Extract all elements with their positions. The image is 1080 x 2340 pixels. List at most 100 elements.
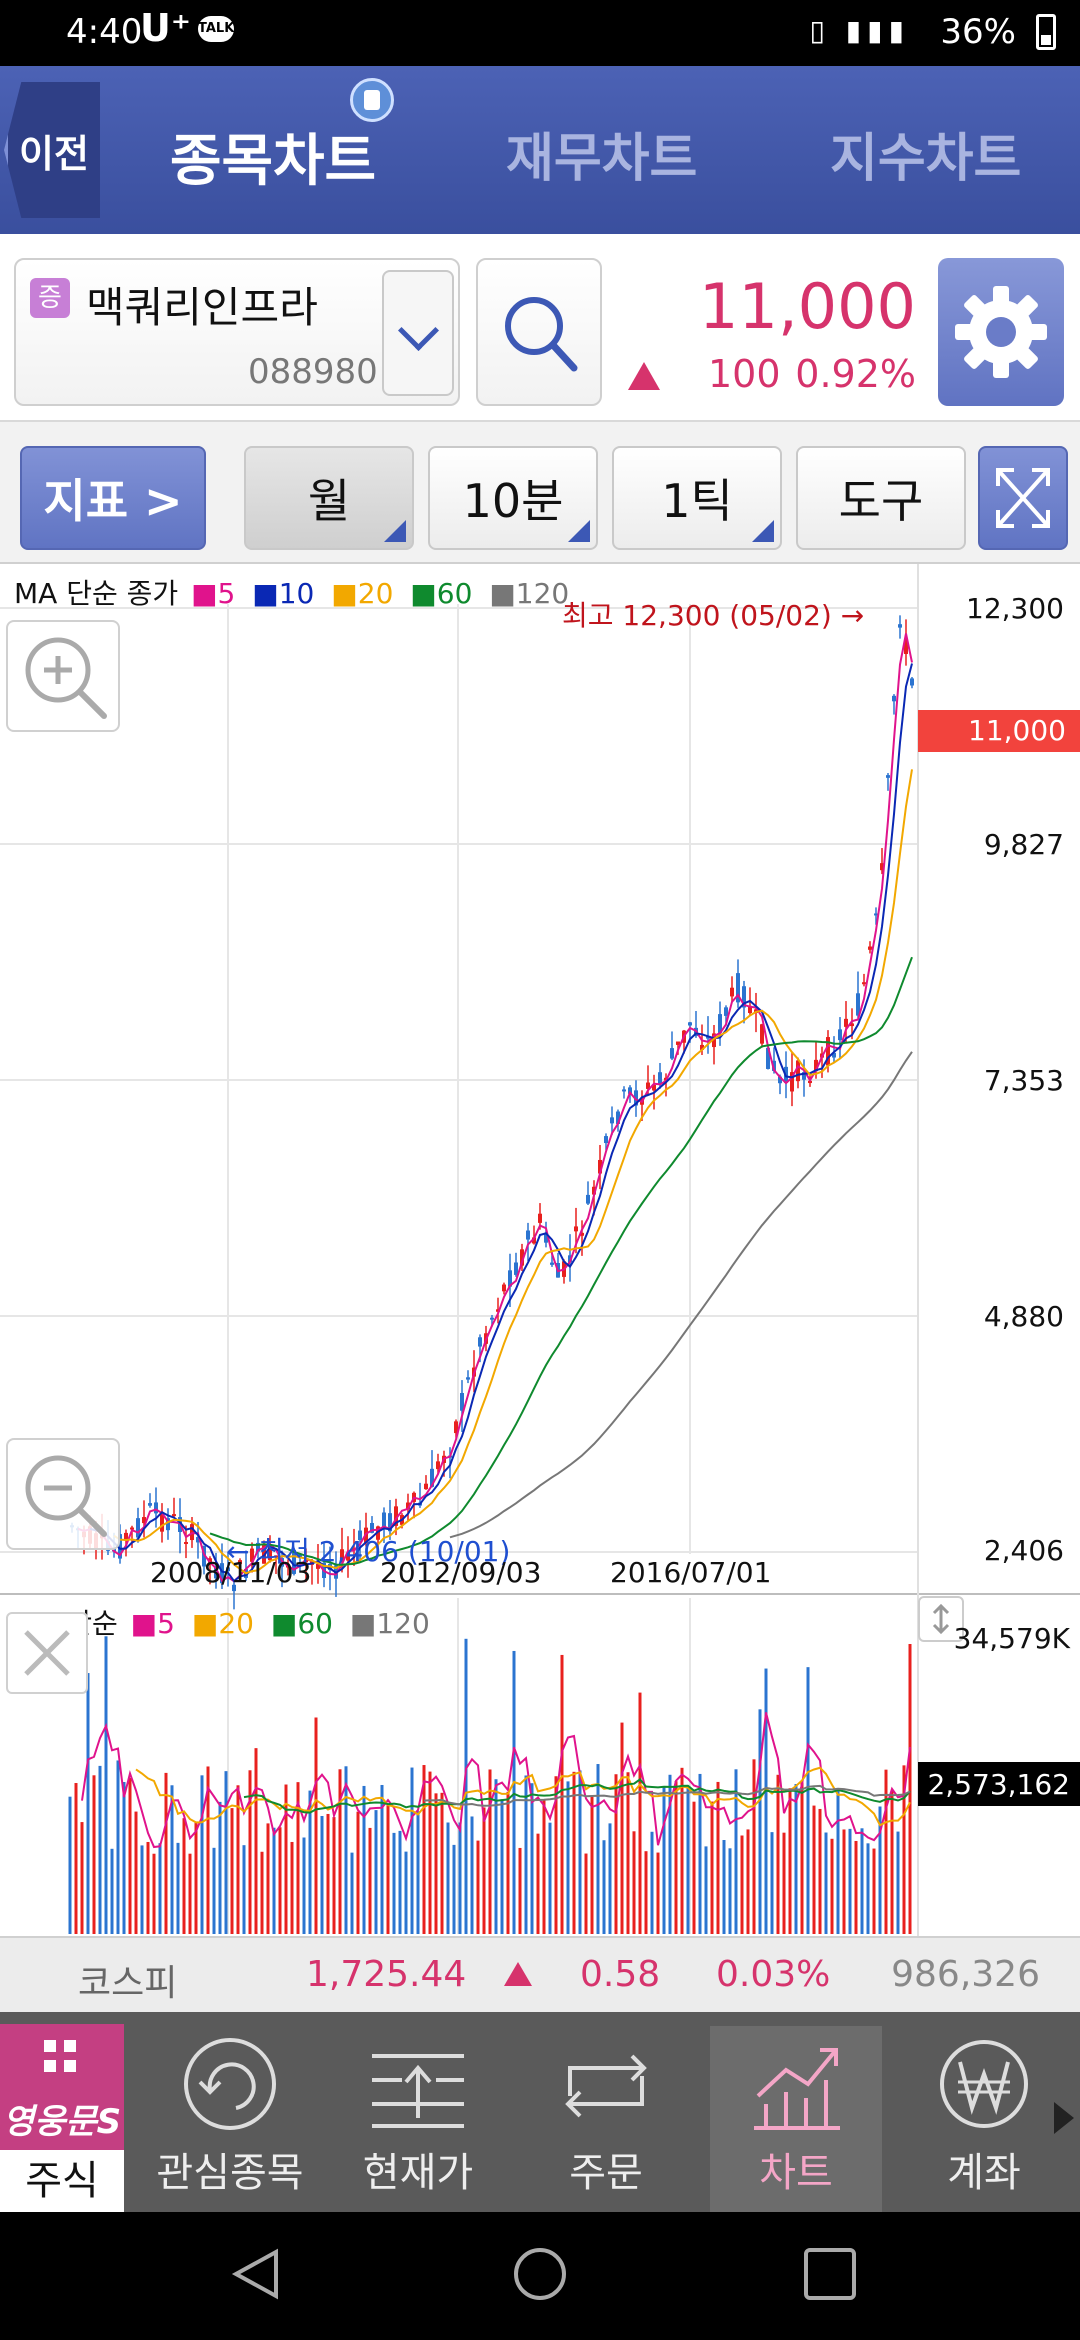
home-icon[interactable] — [514, 2248, 566, 2300]
zoom-in-button[interactable] — [6, 620, 120, 732]
minute-label: 10분 — [462, 474, 564, 528]
chart-area[interactable]: MA 단순 종가 ■5 ■10 ■20 ■60 ■120 최고 12,300 (… — [0, 564, 1080, 1936]
chart-toolbar: 지표 > 월 10분 1틱 도구 — [0, 422, 1080, 564]
bottom-nav: 영웅문S 주식 관심종목 현재가 — [0, 2012, 1080, 2212]
volume-bars — [68, 1636, 912, 1934]
index-volume: 986,326 — [891, 1954, 1040, 1995]
recents-icon[interactable] — [804, 2248, 856, 2300]
close-volume-button[interactable] — [6, 1612, 88, 1694]
settings-button[interactable] — [938, 258, 1064, 406]
period-month-button[interactable]: 월 — [244, 446, 414, 550]
index-value: 1,725.44 — [306, 1954, 467, 1995]
brand-logo: 영웅문S — [2, 2102, 122, 2142]
legend-vol-ma20: ■20 — [191, 1607, 254, 1640]
status-bar: 4:40 U⁺ TALK ▯ ▮▮▮ 36% — [0, 0, 1080, 66]
tab-financial-chart[interactable]: 재무차트 — [506, 129, 698, 189]
up-arrow-icon — [504, 1962, 532, 1986]
back-icon[interactable] — [231, 2248, 278, 2300]
nav-label: 관심종목 — [156, 2150, 304, 2196]
price-lines-icon — [372, 2054, 464, 2128]
signal-icon: ▯ ▮▮▮ — [809, 14, 910, 47]
nav-label: 차트 — [759, 2150, 833, 2196]
scroll-right-icon[interactable] — [1054, 2102, 1074, 2134]
nav-order[interactable]: 주문 — [520, 2026, 692, 2212]
candlestick-series — [70, 615, 914, 1610]
nav-chart[interactable]: 차트 — [710, 2026, 882, 2212]
phone-badge-icon — [350, 78, 394, 122]
corner-triangle-icon — [752, 520, 774, 542]
volume-max-label: 34,579K — [953, 1622, 1070, 1655]
x-tick-label: 2012/09/03 — [380, 1556, 542, 1589]
price-change-pct: 0.92% — [795, 352, 916, 396]
vertical-arrows-icon — [932, 1603, 950, 1635]
up-arrow-icon — [628, 362, 660, 390]
back-button[interactable]: 이전 — [4, 82, 100, 218]
fullscreen-button[interactable] — [978, 446, 1068, 550]
resize-handle[interactable] — [918, 1596, 964, 1642]
current-volume-tag — [918, 1762, 1080, 1806]
chart-canvas — [0, 564, 1080, 1936]
zoom-out-icon — [25, 1455, 107, 1537]
app-header: 이전 종목차트 재무차트 지수차트 — [0, 66, 1080, 234]
moving-average-lines — [77, 633, 913, 1583]
price-legend: MA 단순 종가 ■5 ■10 ■20 ■60 ■120 — [14, 572, 577, 612]
zoom-out-button[interactable] — [6, 1438, 120, 1550]
index-change: 0.58 — [580, 1954, 661, 1995]
stock-info-row: 증 맥쿼리인프라 088980 11,000 100 0.92% — [0, 234, 1080, 422]
market-index-bar[interactable]: 코스피 1,725.44 0.58 0.03% 986,326 — [0, 1936, 1080, 2012]
stock-code: 088980 — [248, 352, 378, 392]
current-price: 11,000 — [699, 270, 916, 343]
legend-vol-ma60: ■60 — [270, 1607, 333, 1640]
y-tick-label: 12,300 — [966, 592, 1064, 625]
y-tick-label: 2,406 — [983, 1534, 1064, 1567]
tab-index-chart[interactable]: 지수차트 — [830, 129, 1022, 189]
nav-label: 현재가 — [362, 2150, 474, 2196]
legend-vol-ma120: ■120 — [349, 1607, 430, 1640]
x-tick-label: 2008/11/03 — [150, 1556, 312, 1589]
nav-label: 주문 — [569, 2150, 643, 2196]
tick-label: 1틱 — [661, 474, 733, 528]
close-icon — [24, 1630, 70, 1676]
y-tick-label: 9,827 — [983, 828, 1064, 861]
won-circle-icon — [940, 2040, 1028, 2128]
corner-triangle-icon — [384, 520, 406, 542]
refresh-circle-icon — [184, 2038, 276, 2130]
status-time: 4:40 — [66, 12, 143, 52]
indicator-button[interactable]: 지표 > — [20, 446, 206, 550]
stock-name: 맥쿼리인프라 — [86, 283, 318, 332]
search-button[interactable] — [476, 258, 602, 406]
legend-ma20: ■20 — [331, 577, 394, 610]
legend-ma5: ■5 — [191, 577, 236, 610]
index-name: 코스피 — [78, 1963, 178, 2004]
period-tick-button[interactable]: 1틱 — [612, 446, 782, 550]
stock-selector[interactable]: 증 맥쿼리인프라 088980 — [14, 258, 460, 406]
stock-type-badge: 증 — [30, 278, 70, 318]
legend-ma60: ■60 — [410, 577, 473, 610]
tools-button[interactable]: 도구 — [796, 446, 966, 550]
nav-stock[interactable]: 영웅문S 주식 — [0, 2024, 124, 2212]
search-icon — [505, 297, 578, 372]
current-price-tag — [918, 710, 1080, 752]
stock-dropdown-button[interactable] — [382, 270, 454, 396]
period-10min-button[interactable]: 10분 — [428, 446, 598, 550]
nav-watchlist[interactable]: 관심종목 — [144, 2026, 316, 2212]
y-tick-label: 7,353 — [983, 1064, 1064, 1097]
grid-icon — [44, 2040, 76, 2072]
legend-ma120: ■120 — [489, 577, 570, 610]
volume-ma-lines — [81, 1712, 911, 1849]
nav-current-price[interactable]: 현재가 — [332, 2026, 504, 2212]
high-annotation: 최고 12,300 (05/02) → — [562, 599, 865, 632]
expand-icon — [996, 468, 1050, 528]
battery-icon — [1036, 14, 1056, 50]
tab-stock-chart[interactable]: 종목차트 — [170, 129, 377, 194]
corner-triangle-icon — [568, 520, 590, 542]
nav-label: 계좌 — [947, 2150, 1021, 2196]
nav-account[interactable]: 계좌 — [898, 2026, 1070, 2212]
index-change-pct: 0.03% — [716, 1954, 831, 1995]
carrier-label: U⁺ — [140, 6, 191, 50]
price-change: 100 — [708, 352, 781, 396]
zoom-in-icon — [25, 637, 107, 719]
y-tick-label: 4,880 — [983, 1300, 1064, 1333]
current-price-label: 11,000 — [968, 714, 1066, 747]
